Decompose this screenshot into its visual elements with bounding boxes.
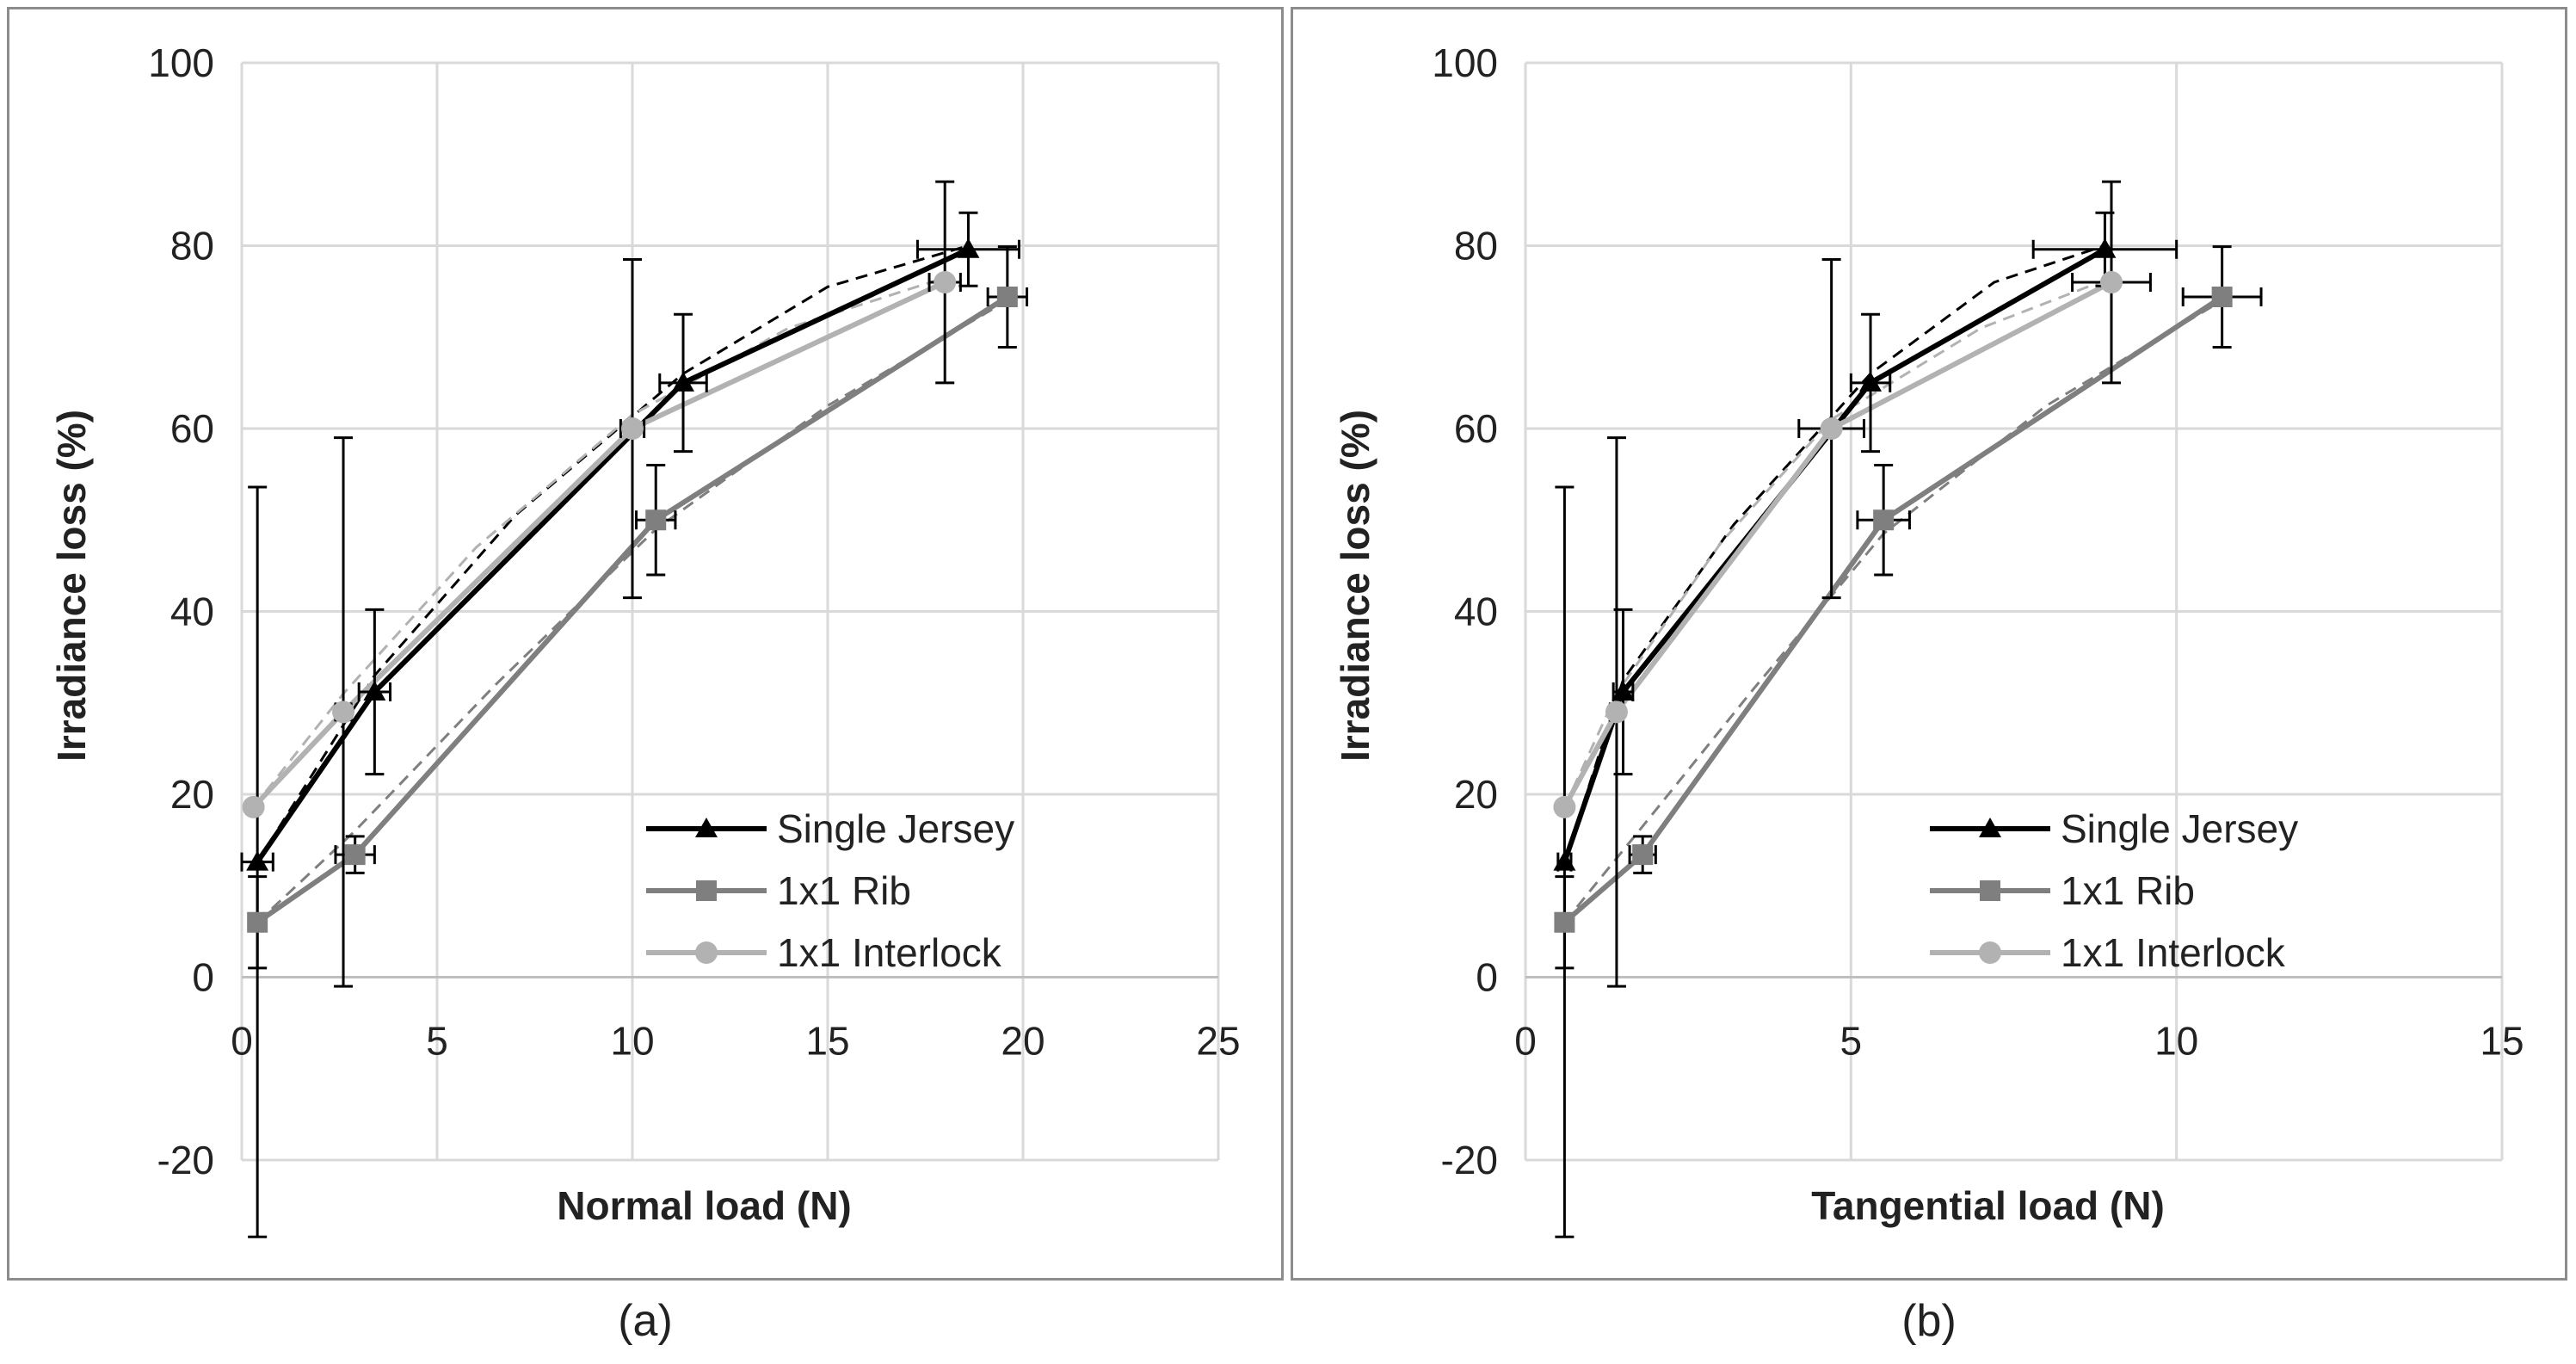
chart-b-data-point-single-jersey <box>1859 371 1883 392</box>
chart-b-y-tick-label: 100 <box>1432 40 1498 85</box>
chart-a-x-tick-label: 25 <box>1196 1019 1240 1064</box>
chart-panel-b: -20 0 20 40 60 80 100 0 5 10 15 Tangential load (N)… <box>1291 7 2567 1281</box>
chart-b-y-tick-label: 80 <box>1454 224 1498 268</box>
chart-b-legend-label-single-jersey: Single Jersey <box>2061 806 2298 851</box>
chart-b-data-point-single-jersey <box>1553 850 1576 871</box>
chart-b-x-tick-label: 0 <box>1514 1019 1537 1064</box>
chart-b-x-tick-label: 15 <box>2480 1019 2524 1064</box>
chart-a-y-tick-label: 80 <box>170 224 214 268</box>
chart-b-data-point-single-jersey <box>2093 238 2117 258</box>
chart-a-y-tick-label: 0 <box>192 955 214 1000</box>
chart-a-data-point-1x1-interlock <box>242 795 265 818</box>
chart-a-legend-label-1x1-interlock: 1x1 Interlock <box>777 930 1002 975</box>
chart-a-x-tick-label: 20 <box>1001 1019 1045 1064</box>
chart-b-legend-marker-1x1-rib <box>1980 880 2000 901</box>
chart-b-x-tick-label: 10 <box>2154 1019 2198 1064</box>
chart-b-y-tick-label: 0 <box>1476 955 1498 1000</box>
chart-a-y-tick-label: 100 <box>148 40 214 85</box>
chart-b-data-point-1x1-rib <box>2211 287 2233 307</box>
chart-a-data-point-1x1-rib <box>996 287 1018 307</box>
chart-a-series-line-single-jersey <box>255 247 970 864</box>
chart-b-y-tick-label: 40 <box>1454 589 1498 634</box>
chart-a-canvas: -20 0 20 40 60 80 100 0 5 10 15 20 25 Normal load (N)… <box>49 40 1241 1238</box>
chart-a-data-point-1x1-rib <box>645 509 667 531</box>
chart-a-y-axis-title: Irradiance loss (%) <box>49 410 94 762</box>
chart-b-x-axis-title: Tangential load (N) <box>1811 1183 2165 1228</box>
chart-b-legend-label-1x1-interlock: 1x1 Interlock <box>2061 930 2286 975</box>
chart-a-data-point-1x1-rib <box>344 844 366 866</box>
chart-b-legend-marker-single-jersey <box>1979 818 2001 837</box>
chart-a-legend-marker-1x1-interlock <box>695 941 718 964</box>
chart-a-data-point-1x1-interlock <box>621 417 644 440</box>
chart-b-series-line-1x1-interlock <box>1562 280 2113 809</box>
chart-b-legend-marker-1x1-interlock <box>1979 941 2001 964</box>
chart-a-y-tick-label: 20 <box>170 772 214 817</box>
caption-a: (a) <box>618 1296 673 1346</box>
chart-a-data-point-single-jersey <box>957 238 980 258</box>
chart-b-series-line-single-jersey <box>1562 247 2106 863</box>
chart-a-fit-curve-1x1-interlock <box>252 276 946 808</box>
chart-a-legend-marker-single-jersey <box>695 818 718 837</box>
chart-b-data-point-1x1-rib <box>1873 509 1895 531</box>
chart-b-fit-curve-single-jersey <box>1562 244 2105 863</box>
chart-panel-a: -20 0 20 40 60 80 100 0 5 10 15 20 25 Normal load (N)… <box>7 7 1284 1281</box>
chart-a-x-axis-title: Normal load (N) <box>557 1183 851 1228</box>
chart-b-canvas: -20 0 20 40 60 80 100 0 5 10 15 Tangential load (N)… <box>1333 40 2524 1238</box>
chart-a-data-point-single-jersey <box>246 850 269 871</box>
chart-a-y-tick-label: -20 <box>157 1138 214 1182</box>
chart-a-data-point-single-jersey <box>363 681 386 701</box>
chart-a-series-line-1x1-interlock <box>251 280 946 809</box>
chart-a-x-tick-label: 0 <box>231 1019 253 1064</box>
chart-b-data-point-1x1-interlock <box>1553 795 1576 818</box>
chart-b-data-point-single-jersey <box>1612 681 1635 701</box>
chart-b-y-axis-title: Irradiance loss (%) <box>1333 410 1377 762</box>
chart-a-data-point-single-jersey <box>672 371 695 392</box>
caption-b: (b) <box>1901 1296 1957 1346</box>
chart-a-x-tick-label: 10 <box>610 1019 654 1064</box>
chart-b-data-point-1x1-interlock <box>2100 271 2123 293</box>
chart-a-x-tick-label: 5 <box>426 1019 448 1064</box>
chart-a-data-point-1x1-interlock <box>332 701 355 724</box>
chart-b-series-line-1x1-rib <box>1562 294 2224 925</box>
chart-a-data-point-1x1-interlock <box>934 271 957 293</box>
chart-b-data-point-1x1-interlock <box>1605 701 1628 724</box>
chart-a-x-tick-label: 15 <box>805 1019 849 1064</box>
chart-b-legend-label-1x1-rib: 1x1 Rib <box>2061 868 2195 913</box>
chart-a-data-point-1x1-rib <box>247 911 268 933</box>
chart-a-series-line-1x1-rib <box>256 294 1009 925</box>
chart-a-fit-curve-single-jersey <box>256 244 969 863</box>
chart-a-legend-label-1x1-rib: 1x1 Rib <box>777 868 911 913</box>
chart-a-legend-marker-1x1-rib <box>696 880 717 901</box>
chart-b-data-point-1x1-rib <box>1632 844 1654 866</box>
chart-b-y-tick-label: 60 <box>1454 406 1498 451</box>
chart-b-fit-curve-1x1-interlock <box>1563 276 2112 808</box>
chart-a-y-tick-label: 60 <box>170 406 214 451</box>
chart-b-data-point-1x1-interlock <box>1820 417 1843 440</box>
chart-b-data-point-1x1-rib <box>1554 911 1575 933</box>
chart-a-legend-label-single-jersey: Single Jersey <box>777 806 1014 851</box>
chart-b-y-tick-label: 20 <box>1454 772 1498 817</box>
chart-b-y-tick-label: -20 <box>1441 1138 1498 1182</box>
chart-a-y-tick-label: 40 <box>170 589 214 634</box>
chart-b-x-tick-label: 5 <box>1840 1019 1863 1064</box>
